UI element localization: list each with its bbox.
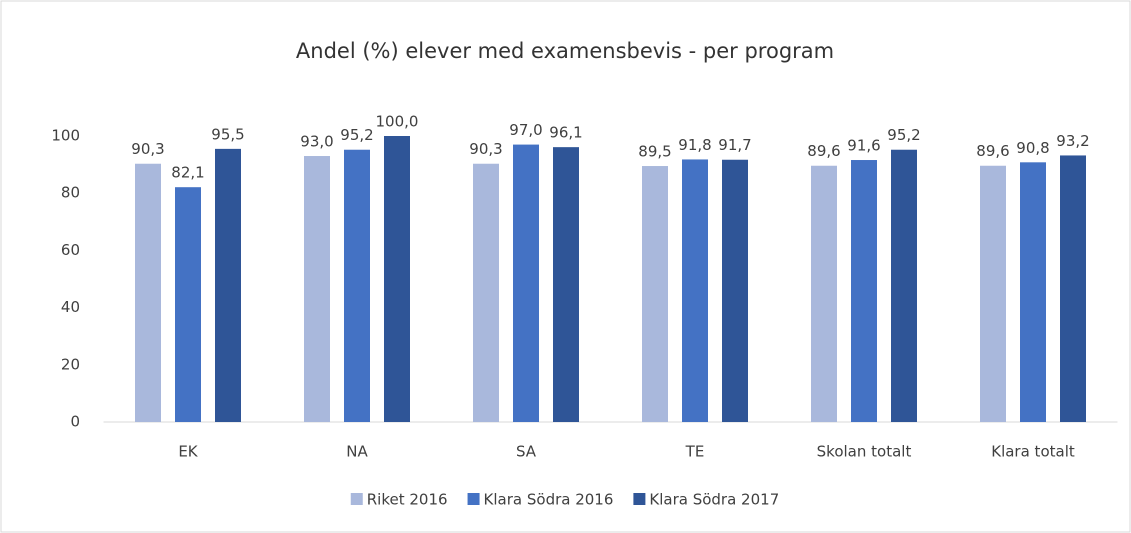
- data-label: 93,0: [300, 133, 333, 151]
- data-label: 82,1: [171, 164, 204, 182]
- data-label: 91,6: [847, 137, 880, 155]
- bar: [384, 136, 410, 422]
- bar: [175, 187, 201, 422]
- bar: [642, 166, 668, 422]
- bar: [1020, 162, 1046, 422]
- bar: [135, 163, 161, 422]
- bar: [682, 159, 708, 422]
- data-label: 96,1: [549, 124, 582, 142]
- y-tick-label: 80: [61, 184, 80, 202]
- x-tick-label: NA: [346, 443, 368, 461]
- y-tick-label: 100: [51, 127, 80, 145]
- bar: [553, 147, 579, 423]
- data-label: 95,5: [211, 125, 244, 143]
- x-tick-label: Skolan totalt: [817, 443, 912, 461]
- bar: [722, 159, 748, 422]
- bar: [1060, 155, 1086, 422]
- y-tick-label: 60: [61, 241, 80, 259]
- data-label: 91,8: [678, 136, 711, 154]
- x-tick-label: EK: [178, 443, 198, 461]
- y-tick-label: 40: [61, 298, 80, 316]
- data-label: 90,3: [469, 140, 502, 158]
- data-label: 89,5: [638, 143, 671, 161]
- data-label: 89,6: [807, 142, 840, 160]
- data-label: 93,2: [1056, 132, 1089, 150]
- bar: [980, 165, 1006, 422]
- data-label: 90,3: [131, 140, 164, 158]
- legend-label: Klara Södra 2016: [484, 491, 614, 509]
- bar: [851, 160, 877, 423]
- bar: [304, 156, 330, 422]
- x-tick-label: TE: [685, 443, 705, 461]
- data-label: 89,6: [976, 142, 1009, 160]
- data-label: 100,0: [376, 113, 419, 131]
- bar: [344, 149, 370, 422]
- bar: [473, 163, 499, 422]
- y-tick-label: 0: [70, 413, 80, 431]
- bar: [891, 149, 917, 422]
- bar: [215, 148, 241, 422]
- legend-label: Riket 2016: [367, 491, 448, 509]
- legend-label: Klara Södra 2017: [649, 491, 779, 509]
- legend-swatch: [633, 493, 646, 505]
- bar: [513, 144, 539, 422]
- chart-title: Andel (%) elever med examensbevis - per …: [296, 39, 834, 63]
- data-label: 95,2: [340, 126, 373, 144]
- data-label: 91,7: [718, 136, 751, 154]
- data-label: 90,8: [1016, 139, 1049, 157]
- legend-swatch: [467, 493, 480, 505]
- x-tick-label: SA: [516, 443, 537, 461]
- legend-swatch: [350, 493, 363, 505]
- y-tick-label: 20: [61, 355, 80, 373]
- x-tick-label: Klara totalt: [991, 443, 1075, 461]
- bar: [811, 165, 837, 422]
- data-label: 95,2: [887, 126, 920, 144]
- data-label: 97,0: [509, 121, 542, 139]
